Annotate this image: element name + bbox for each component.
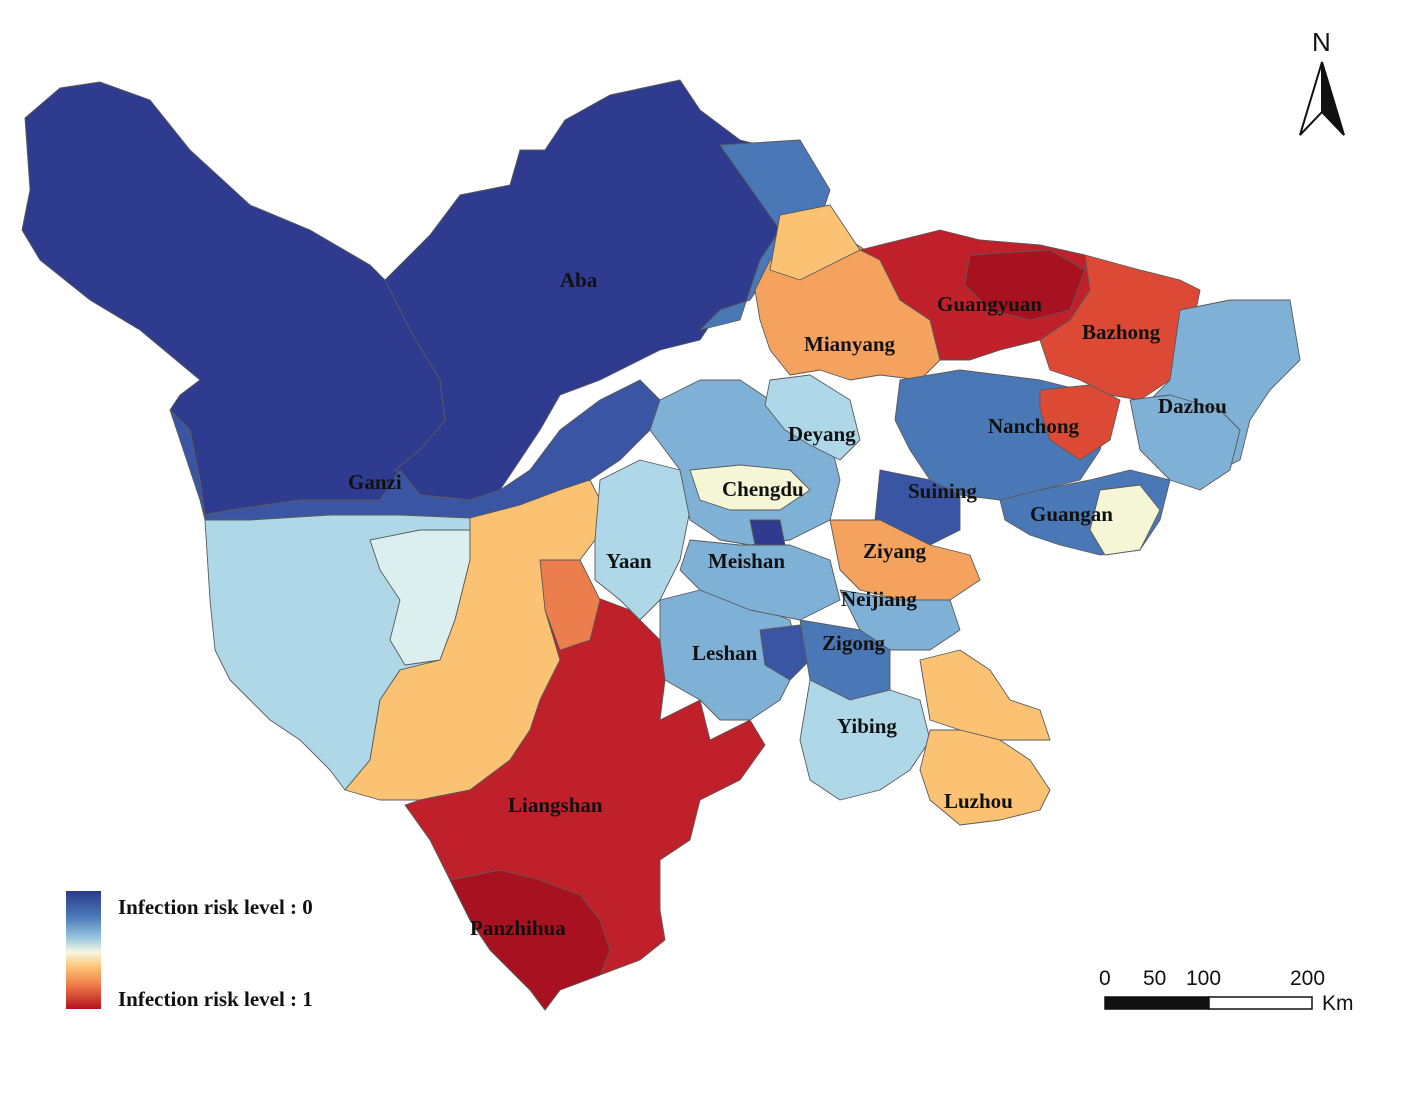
leshan-dark-region — [759, 624, 811, 681]
scale-tick-200: 200 — [1290, 967, 1325, 990]
label-deyang: Deyang — [788, 422, 856, 446]
label-zigong: Zigong — [822, 631, 886, 655]
legend-color-ramp — [66, 891, 101, 1009]
yibing-east-region — [919, 649, 1051, 741]
scale-bar: 0 50 100 200 Km — [1099, 967, 1354, 1015]
label-ziyang: Ziyang — [863, 539, 927, 563]
city-labels: Aba Ganzi Liangshan Panzhihua Yaan Meish… — [348, 268, 1227, 940]
bazhong-region — [1039, 254, 1201, 401]
label-liangshan: Liangshan — [508, 793, 603, 817]
label-luzhou: Luzhou — [944, 789, 1013, 813]
label-panzhihua: Panzhihua — [470, 916, 566, 940]
nanchong-orange-region — [1039, 384, 1121, 461]
label-chengdu: Chengdu — [722, 477, 804, 501]
label-bazhong: Bazhong — [1082, 320, 1161, 344]
yibing-region — [799, 679, 931, 801]
scale-segment-1 — [1104, 996, 1210, 1010]
scale-tick-100: 100 — [1186, 967, 1221, 990]
label-guangan: Guangan — [1030, 502, 1113, 526]
label-aba: Aba — [560, 268, 598, 292]
ganzi-north-region — [21, 81, 446, 516]
liangshan-orange-region — [539, 559, 601, 651]
label-suining: Suining — [908, 479, 977, 503]
legend: Infection risk level : 0 Infection risk … — [66, 891, 313, 1011]
label-nanchong: Nanchong — [988, 414, 1080, 438]
meishan-dark-region — [749, 519, 786, 546]
dazhou-blue-region — [1129, 394, 1241, 491]
label-leshan: Leshan — [692, 641, 758, 665]
label-yibing: Yibing — [837, 714, 897, 738]
label-ganzi: Ganzi — [348, 470, 402, 494]
label-guangyuan: Guangyuan — [937, 292, 1042, 316]
north-arrow-icon — [1299, 61, 1323, 136]
label-dazhou: Dazhou — [1158, 394, 1227, 418]
guangyuan-inner-region — [964, 249, 1086, 321]
mianyang-north-region — [769, 204, 861, 281]
scale-unit: Km — [1322, 992, 1354, 1015]
north-label: N — [1312, 27, 1331, 57]
ziyang-region — [829, 519, 981, 601]
panzhihua-region — [449, 869, 611, 1011]
scale-tick-50: 50 — [1143, 967, 1166, 990]
luzhou-region — [919, 729, 1051, 826]
guangan-pale-region — [1089, 484, 1161, 556]
legend-high-label: Infection risk level : 1 — [118, 987, 313, 1011]
north-arrow: N — [1299, 27, 1345, 136]
chengdu-pale-region — [689, 464, 811, 511]
north-arrow-fill-icon — [1321, 61, 1345, 136]
scale-tick-0: 0 — [1099, 967, 1111, 990]
deyang-region — [764, 374, 861, 461]
legend-low-label: Infection risk level : 0 — [118, 895, 313, 919]
province-regions — [21, 79, 1301, 1011]
scale-segment-2 — [1208, 996, 1313, 1010]
label-meishan: Meishan — [708, 549, 785, 573]
label-neijiang: Neijiang — [841, 587, 917, 611]
label-mianyang: Mianyang — [804, 332, 896, 356]
label-yaan: Yaan — [606, 549, 652, 573]
